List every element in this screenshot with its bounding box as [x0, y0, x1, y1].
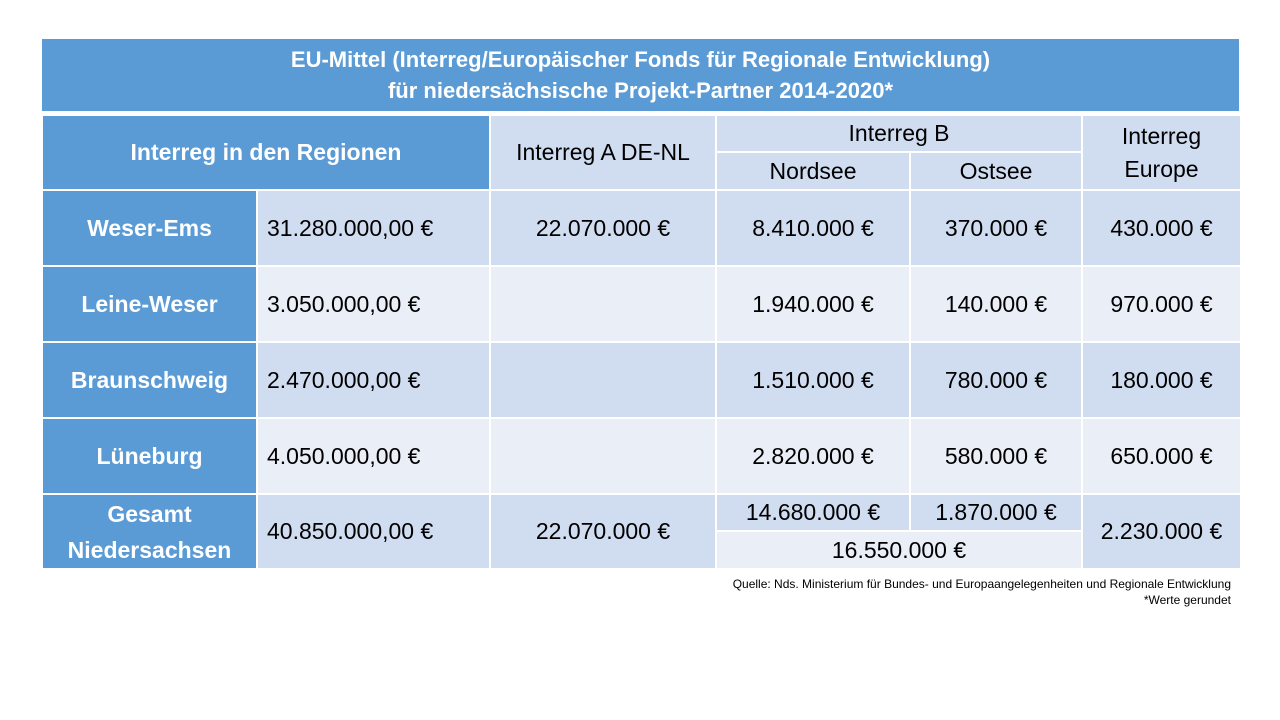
title-line-1: EU-Mittel (Interreg/Europäischer Fonds f… — [290, 47, 991, 72]
cell-nordsee: 1.510.000 € — [715, 341, 912, 419]
funding-table: Interreg in den Regionen Interreg A DE-N… — [40, 114, 1243, 570]
cell-europe: 180.000 € — [1081, 341, 1243, 419]
cell-regionen: 3.050.000,00 € — [255, 265, 492, 343]
cell-nordsee: 8.410.000 € — [715, 189, 912, 267]
cell-interreg-a — [489, 341, 718, 419]
cell-nordsee: 2.820.000 € — [715, 417, 912, 495]
rounding-note: *Werte gerundet — [1143, 593, 1231, 607]
region-braunschweig: Braunschweig — [41, 341, 258, 419]
total-nordsee: 14.680.000 € — [715, 493, 912, 532]
total-row: Gesamt Niedersachsen 40.850.000,00 € 22.… — [41, 493, 1243, 570]
total-regionen: 40.850.000,00 € — [255, 493, 492, 570]
header-interreg-europe: Interreg Europe — [1081, 114, 1243, 191]
header-europe-line-2: Europe — [1124, 155, 1199, 182]
region-lueneburg: Lüneburg — [41, 417, 258, 495]
region-weser-ems: Weser-Ems — [41, 189, 258, 267]
table-title: EU-Mittel (Interreg/Europäischer Fonds f… — [42, 39, 1239, 111]
total-ostsee: 1.870.000 € — [909, 493, 1084, 532]
cell-europe: 650.000 € — [1081, 417, 1243, 495]
cell-regionen: 31.280.000,00 € — [255, 189, 492, 267]
table-row: Weser-Ems 31.280.000,00 € 22.070.000 € 8… — [41, 189, 1243, 267]
header-europe-line-1: Interreg — [1121, 122, 1202, 149]
total-label-line-1: Gesamt — [107, 500, 192, 527]
total-label: Gesamt Niedersachsen — [41, 493, 258, 570]
title-line-2: für niedersächsische Projekt-Partner 201… — [387, 78, 894, 103]
header-nordsee: Nordsee — [715, 151, 912, 191]
header-row-2: Nordsee Ostsee — [42, 151, 1241, 191]
header-interreg-b: Interreg B — [715, 114, 1084, 153]
cell-interreg-a — [489, 417, 718, 495]
header-interreg-a: Interreg A DE-NL — [489, 114, 718, 191]
cell-interreg-a — [489, 265, 718, 343]
table-row: Braunschweig 2.470.000,00 € 1.510.000 € … — [41, 341, 1243, 419]
cell-nordsee: 1.940.000 € — [715, 265, 912, 343]
cell-ostsee: 370.000 € — [909, 189, 1084, 267]
table-row: Lüneburg 4.050.000,00 € 2.820.000 € 580.… — [41, 417, 1243, 495]
header-ostsee: Ostsee — [909, 151, 1084, 191]
cell-regionen: 2.470.000,00 € — [255, 341, 492, 419]
source-note: Quelle: Nds. Ministerium für Bundes- und… — [733, 576, 1231, 608]
table-row: Leine-Weser 3.050.000,00 € 1.940.000 € 1… — [41, 265, 1243, 343]
cell-interreg-a: 22.070.000 € — [489, 189, 718, 267]
cell-ostsee: 780.000 € — [909, 341, 1084, 419]
cell-ostsee: 580.000 € — [909, 417, 1084, 495]
total-europe: 2.230.000 € — [1081, 493, 1243, 570]
cell-europe: 970.000 € — [1081, 265, 1243, 343]
total-interreg-a: 22.070.000 € — [489, 493, 718, 570]
total-label-line-2: Niedersachsen — [67, 536, 232, 563]
cell-europe: 430.000 € — [1081, 189, 1243, 267]
region-leine-weser: Leine-Weser — [41, 265, 258, 343]
source-line: Quelle: Nds. Ministerium für Bundes- und… — [732, 577, 1231, 591]
header-row-1: Interreg in den Regionen Interreg A DE-N… — [40, 114, 1243, 191]
total-interreg-b-sum: 16.550.000 € — [715, 530, 1084, 570]
cell-regionen: 4.050.000,00 € — [255, 417, 492, 495]
cell-ostsee: 140.000 € — [909, 265, 1084, 343]
header-regions: Interreg in den Regionen — [40, 114, 492, 191]
